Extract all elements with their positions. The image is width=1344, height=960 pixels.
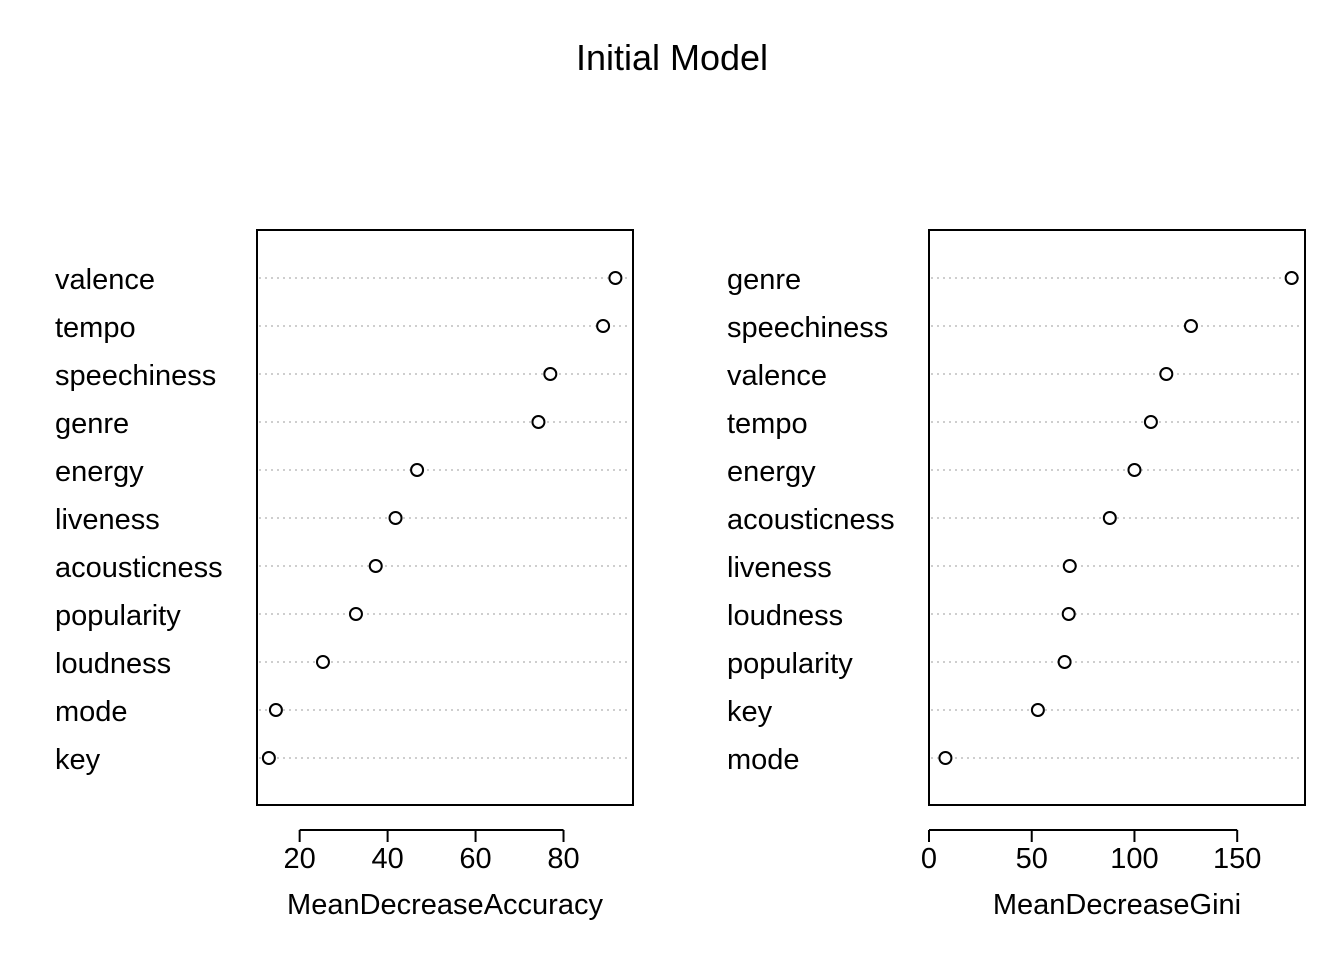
data-point: [388, 511, 403, 525]
category-label: speechiness: [727, 312, 888, 344]
chart-title: Initial Model: [576, 37, 768, 78]
category-label: tempo: [727, 408, 808, 440]
data-point: [1061, 607, 1076, 621]
category-label: loudness: [727, 600, 843, 632]
x-tick-label: 0: [921, 843, 937, 875]
category-label: mode: [55, 696, 128, 728]
chart-panels: valence tempo speechiness genre energy livene…: [55, 229, 1306, 921]
data-point: [348, 607, 363, 621]
x-axis-title: MeanDecreaseAccuracy: [287, 889, 603, 921]
category-label: valence: [55, 264, 155, 296]
data-point: [1159, 367, 1174, 381]
x-tick-label: 60: [459, 843, 491, 875]
x-tick-label: 20: [284, 843, 316, 875]
data-point: [1062, 559, 1077, 573]
data-point: [1102, 511, 1117, 525]
x-tick-label: 150: [1213, 843, 1261, 875]
data-point: [608, 271, 623, 285]
data-point: [531, 415, 546, 429]
category-label: loudness: [55, 648, 171, 680]
data-point: [1183, 319, 1198, 333]
data-point: [268, 703, 283, 717]
data-point: [368, 559, 383, 573]
x-tick-label: 40: [371, 843, 403, 875]
data-point: [410, 463, 425, 477]
data-point: [1284, 271, 1299, 285]
panel-2: genre speechiness valence tempo energy acoust…: [727, 229, 1306, 921]
category-label: tempo: [55, 312, 136, 344]
category-label: popularity: [727, 648, 853, 680]
x-axis-title: MeanDecreaseGini: [993, 889, 1241, 921]
plot-frame: [256, 229, 634, 806]
category-label: acousticness: [55, 552, 223, 584]
x-tick-label: 50: [1016, 843, 1048, 875]
category-label: liveness: [727, 552, 832, 584]
x-tick-label: 80: [547, 843, 579, 875]
category-label: popularity: [55, 600, 181, 632]
category-label: genre: [55, 408, 129, 440]
category-label: key: [55, 744, 101, 776]
category-label: energy: [55, 456, 144, 488]
category-label: acousticness: [727, 504, 895, 536]
panel-1: valence tempo speechiness genre energy livene…: [55, 229, 634, 921]
data-point: [261, 751, 276, 765]
x-tick-label: 100: [1110, 843, 1158, 875]
plot-frame: [928, 229, 1306, 806]
category-label: energy: [727, 456, 816, 488]
data-point: [315, 655, 330, 669]
category-label: mode: [727, 744, 800, 776]
category-label: genre: [727, 264, 801, 296]
data-point: [1030, 703, 1045, 717]
category-label: key: [727, 696, 773, 728]
data-point: [543, 367, 558, 381]
data-point: [1143, 415, 1158, 429]
data-point: [938, 751, 953, 765]
data-point: [1127, 463, 1142, 477]
category-label: valence: [727, 360, 827, 392]
category-label: liveness: [55, 504, 160, 536]
category-label: speechiness: [55, 360, 216, 392]
data-point: [1057, 655, 1072, 669]
data-point: [596, 319, 611, 333]
